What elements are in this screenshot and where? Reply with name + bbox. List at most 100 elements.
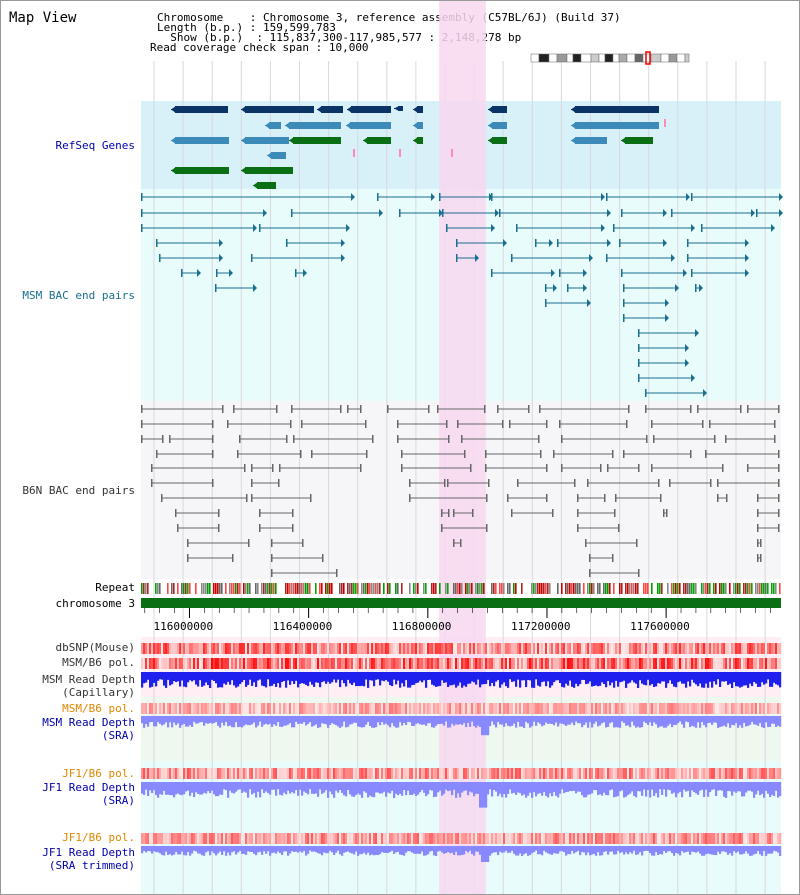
msm-b6-pol-cell bbox=[305, 658, 308, 669]
dbsnp-cell bbox=[443, 643, 446, 654]
msm-depth-sra-bar bbox=[727, 716, 730, 724]
msm-b6-pol-cell bbox=[467, 658, 470, 669]
jf1-depth-sra-bar bbox=[457, 782, 460, 794]
msm-b6-pol-sra-cell bbox=[233, 703, 236, 714]
msm-depth-sra-bar bbox=[347, 716, 350, 727]
jf1-b6-pol-trim-cell bbox=[165, 833, 168, 844]
jf1-depth-sra-bar bbox=[461, 782, 464, 793]
jf1-depth-trim-bar bbox=[609, 846, 612, 852]
jf1-depth-sra-bar bbox=[603, 782, 606, 793]
dbsnp-cell bbox=[705, 643, 708, 654]
msm-b6-pol-sra-cell bbox=[319, 703, 322, 714]
msm-depth-sra-bar bbox=[259, 716, 262, 722]
jf1-b6-pol-cell bbox=[269, 768, 272, 779]
jf1-depth-trim-bar bbox=[595, 846, 598, 856]
jf1-depth-trim-bar bbox=[215, 846, 218, 856]
jf1-b6-pol-cell bbox=[217, 768, 220, 779]
jf1-depth-sra-bar bbox=[731, 782, 734, 796]
msm-depth-cap-bar bbox=[733, 672, 736, 683]
msm-depth-cap-bar bbox=[223, 672, 226, 684]
msm-b6-pol-sra-cell bbox=[643, 703, 646, 714]
refseq-gene-arrow bbox=[413, 137, 418, 144]
jf1-depth-sra-bar bbox=[151, 782, 154, 793]
repeat-element bbox=[723, 583, 725, 594]
msm-b6-pol-cell bbox=[667, 658, 670, 669]
jf1-b6-pol-cell bbox=[369, 768, 372, 779]
msm-depth-sra-bar bbox=[399, 716, 402, 723]
msm-b6-pol-cell bbox=[533, 658, 536, 669]
msm-depth-cap-bar bbox=[655, 672, 658, 687]
msm-b6-pol-cell bbox=[727, 658, 730, 669]
jf1-b6-pol-cell bbox=[459, 768, 462, 779]
dbsnp-cell bbox=[609, 643, 612, 654]
jf1-b6-pol-cell bbox=[601, 768, 604, 779]
b6n-bac-end bbox=[546, 494, 548, 502]
b6n-bac-end bbox=[460, 539, 462, 547]
jf1-depth-trim-bar bbox=[339, 846, 342, 855]
msm-b6-pol-cell bbox=[493, 658, 496, 669]
jf1-depth-trim-bar bbox=[399, 846, 402, 855]
repeat-element bbox=[609, 583, 611, 594]
jf1-b6-pol-cell bbox=[351, 768, 354, 779]
msm-b6-pol-sra-cell bbox=[443, 703, 446, 714]
jf1-b6-pol-trim-cell bbox=[521, 833, 524, 844]
dbsnp-cell bbox=[195, 643, 198, 654]
msm-b6-pol-sra-cell bbox=[183, 703, 186, 714]
dbsnp-cell bbox=[771, 643, 774, 654]
jf1-b6-pol-trim-cell bbox=[141, 833, 144, 844]
jf1-depth-sra-bar bbox=[177, 782, 180, 794]
msm-b6-pol-cell bbox=[747, 658, 750, 669]
jf1-depth-sra-bar bbox=[349, 782, 352, 795]
msm-b6-pol-cell bbox=[547, 658, 550, 669]
msm-depth-cap-bar bbox=[201, 672, 204, 687]
msm-b6-pol-cell bbox=[541, 658, 544, 669]
msm-b6-pol-sra-cell bbox=[457, 703, 460, 714]
refseq-gene bbox=[350, 122, 391, 129]
msm-depth-cap-bar bbox=[509, 672, 512, 680]
jf1-b6-pol-trim-cell bbox=[487, 833, 490, 844]
repeat-element bbox=[423, 583, 425, 594]
msm-depth-sra-bar bbox=[611, 716, 614, 723]
b6n-bac-end bbox=[272, 464, 274, 472]
msm-depth-sra-bar bbox=[363, 716, 366, 728]
jf1-b6-pol-cell bbox=[567, 768, 570, 779]
msm-depth-sra-bar bbox=[749, 716, 752, 725]
msm-depth-sra-bar bbox=[463, 716, 466, 723]
msm-depth-sra-bar bbox=[717, 716, 720, 728]
jf1-b6-pol-trim-cell bbox=[721, 833, 724, 844]
b6n-bac-end bbox=[697, 405, 699, 413]
msm-b6-pol-cell bbox=[367, 658, 370, 669]
msm-b6-pol-cell bbox=[245, 658, 248, 669]
jf1-depth-sra-bar bbox=[339, 782, 342, 790]
msm-b6-pol-cell bbox=[749, 658, 752, 669]
msm-depth-sra-bar bbox=[283, 716, 286, 726]
msm-b6-pol-cell bbox=[619, 658, 622, 669]
dbsnp-cell bbox=[635, 643, 638, 654]
jf1-b6-pol-trim-cell bbox=[259, 833, 262, 844]
msm-depth-sra-bar bbox=[751, 716, 754, 722]
msm-depth-cap-bar bbox=[483, 672, 486, 685]
jf1-depth-sra-bar bbox=[375, 782, 378, 793]
jf1-depth-trim-bar bbox=[705, 846, 708, 855]
dbsnp-cell bbox=[733, 643, 736, 654]
msm-depth-cap-bar bbox=[305, 672, 308, 685]
msm-b6-pol-sra-cell bbox=[627, 703, 630, 714]
msm-depth-sra-bar bbox=[257, 716, 260, 726]
msm-b6-pol-sra-cell bbox=[377, 703, 380, 714]
msm-b6-pol-sra-cell bbox=[149, 703, 152, 714]
dbsnp-cell bbox=[225, 643, 228, 654]
msm-b6-pol-sra-cell bbox=[595, 703, 598, 714]
jf1-depth-sra-bar bbox=[749, 782, 752, 791]
jf1-b6-pol-trim-cell bbox=[609, 833, 612, 844]
jf1-depth-sra-bar bbox=[317, 782, 320, 797]
msm-b6-pol-sra-cell bbox=[255, 703, 258, 714]
jf1-b6-pol-trim-cell bbox=[347, 833, 350, 844]
jf1-depth-trim-bar bbox=[465, 846, 468, 851]
msm-depth-cap-bar bbox=[419, 672, 422, 681]
repeat-element bbox=[509, 583, 511, 594]
jf1-depth-trim-bar bbox=[331, 846, 334, 853]
msm-depth-cap-bar bbox=[171, 672, 174, 685]
repeat-element bbox=[693, 583, 695, 594]
jf1-b6-pol-cell bbox=[419, 768, 422, 779]
